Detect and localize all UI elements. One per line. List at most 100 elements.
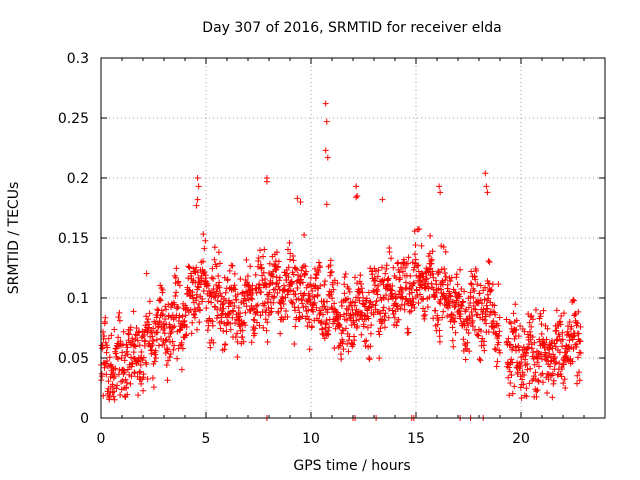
data-point (354, 193, 361, 199)
data-point (227, 320, 234, 327)
data-point (419, 271, 426, 278)
data-point (212, 293, 219, 300)
y-tick-label: 0.2 (67, 171, 89, 187)
data-point (321, 281, 328, 288)
data-point (382, 270, 389, 277)
data-point (444, 281, 451, 288)
data-point (561, 376, 568, 383)
data-point (409, 259, 416, 266)
data-point (315, 269, 322, 276)
data-point (449, 324, 456, 331)
data-point (122, 352, 129, 359)
data-point (574, 380, 581, 387)
data-point (163, 361, 170, 368)
data-point (549, 394, 556, 401)
data-point (109, 383, 116, 390)
data-point (528, 345, 535, 352)
data-point (465, 304, 472, 311)
data-point (168, 328, 175, 335)
data-point (266, 289, 273, 296)
data-point (181, 317, 188, 324)
data-point (216, 284, 223, 291)
data-point (208, 274, 215, 281)
data-point (255, 258, 262, 265)
data-point (361, 338, 368, 345)
data-point (495, 339, 502, 346)
data-point (342, 271, 349, 278)
data-point (568, 323, 575, 330)
data-point (262, 316, 269, 323)
data-point (563, 353, 570, 360)
grid (101, 58, 605, 418)
data-point (484, 291, 491, 298)
data-point (344, 295, 351, 302)
data-point (254, 308, 261, 315)
data-point (324, 306, 331, 313)
data-point (289, 280, 296, 287)
data-point (553, 337, 560, 344)
data-point (481, 296, 488, 303)
data-point (577, 323, 584, 330)
data-point (468, 281, 475, 288)
data-point (566, 319, 573, 326)
data-point (297, 199, 304, 205)
data-point (465, 322, 472, 329)
data-point (193, 297, 200, 304)
data-point (152, 347, 159, 354)
data-point (406, 291, 413, 298)
data-point (174, 355, 181, 362)
data-point (324, 309, 331, 316)
data-point (111, 373, 118, 380)
data-point (338, 302, 345, 309)
data-point (213, 263, 220, 270)
data-point (196, 301, 203, 307)
data-point (379, 196, 386, 203)
data-point (209, 289, 216, 296)
data-point (551, 340, 558, 347)
data-point (343, 317, 350, 324)
data-point (211, 256, 218, 263)
data-point (412, 241, 419, 248)
data-point (442, 295, 449, 302)
data-point (214, 306, 221, 313)
data-point (207, 344, 214, 351)
data-point (121, 357, 128, 364)
data-point (407, 285, 414, 292)
data-point (436, 333, 443, 340)
data-point (402, 264, 409, 271)
data-point (146, 298, 153, 305)
data-point (429, 248, 436, 255)
data-point (172, 292, 179, 299)
data-point (155, 324, 162, 331)
data-point (524, 360, 531, 367)
data-point (440, 244, 447, 251)
data-point (380, 304, 387, 311)
data-point (130, 349, 137, 356)
data-point (375, 328, 382, 335)
data-point (110, 369, 117, 376)
data-point (420, 313, 427, 320)
data-point (569, 336, 576, 343)
data-point (365, 289, 372, 296)
data-point (229, 262, 236, 269)
data-point (260, 269, 267, 276)
data-point (526, 328, 533, 335)
data-point (209, 322, 216, 329)
data-point (389, 282, 396, 289)
data-point (114, 382, 121, 389)
data-point (242, 322, 249, 329)
data-point (150, 325, 157, 332)
data-point (293, 296, 300, 303)
data-point (503, 338, 510, 345)
data-point (105, 378, 112, 385)
data-point (368, 304, 375, 311)
data-point (473, 267, 480, 274)
data-point (518, 395, 525, 402)
data-point (461, 340, 468, 347)
data-point (442, 273, 449, 280)
data-point (524, 366, 531, 373)
data-point (467, 280, 474, 287)
data-point (571, 312, 578, 319)
data-point (345, 337, 352, 344)
data-point (433, 289, 440, 296)
